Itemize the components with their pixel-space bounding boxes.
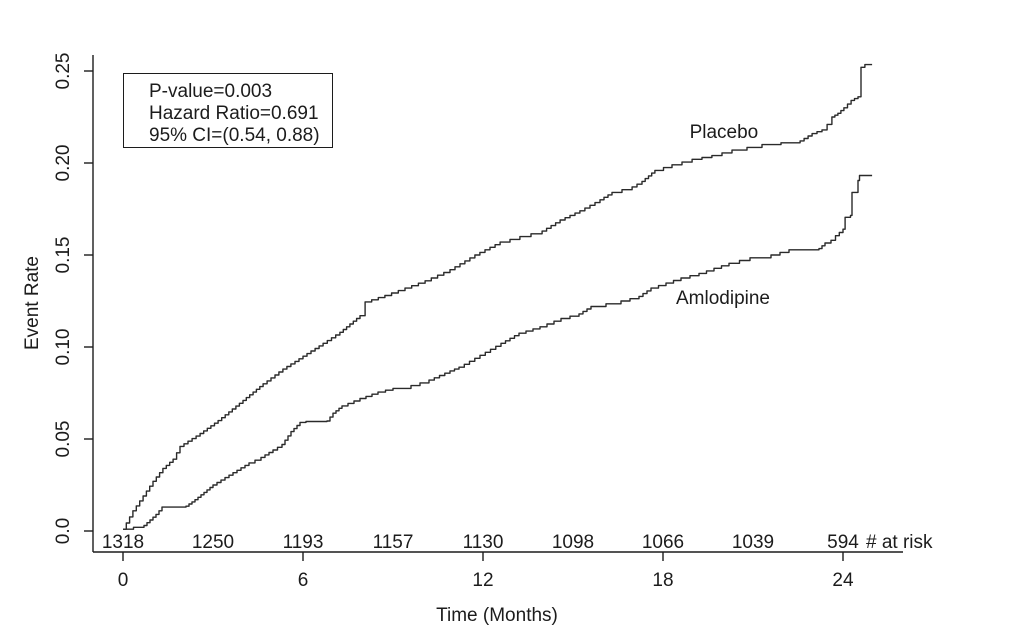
series-label-placebo: Placebo <box>690 122 759 143</box>
x-tick-label: 18 <box>652 570 673 591</box>
risk-count: 1250 <box>192 532 234 553</box>
y-tick-label: 0.10 <box>53 329 74 366</box>
x-tick-label: 6 <box>298 570 309 591</box>
risk-count: 1066 <box>642 532 684 553</box>
risk-count: 1130 <box>463 532 504 553</box>
confidence-interval-text: 95% CI=(0.54, 0.88) <box>149 125 320 146</box>
hazard-ratio-text: Hazard Ratio=0.691 <box>149 103 319 124</box>
y-axis-title: Event Rate <box>22 256 43 350</box>
risk-count: 1098 <box>552 532 594 553</box>
y-tick-label: 0.15 <box>53 237 74 274</box>
risk-count: 594 <box>827 532 859 553</box>
x-tick-label: 24 <box>832 570 854 591</box>
risk-count: 1039 <box>732 532 774 553</box>
series-curve-amlodipine <box>123 174 873 530</box>
series-curve-placebo <box>123 63 873 530</box>
p-value-text: P-value=0.003 <box>149 81 273 102</box>
y-tick-label: 0.0 <box>53 518 74 544</box>
risk-count: 1193 <box>283 532 324 553</box>
series-label-amlodipine: Amlodipine <box>676 288 770 309</box>
risk-count: 1157 <box>373 532 414 553</box>
y-tick-label: 0.25 <box>53 53 74 90</box>
x-tick-label: 0 <box>118 570 129 591</box>
x-tick-label: 12 <box>472 570 493 591</box>
stats-annotation-box: P-value=0.003 Hazard Ratio=0.691 95% CI=… <box>123 73 333 148</box>
y-tick-label: 0.20 <box>53 145 74 182</box>
y-tick-label: 0.05 <box>53 421 74 458</box>
risk-row-label: # at risk <box>866 532 933 553</box>
risk-count: 1318 <box>102 532 144 553</box>
x-axis-title: Time (Months) <box>436 605 558 626</box>
